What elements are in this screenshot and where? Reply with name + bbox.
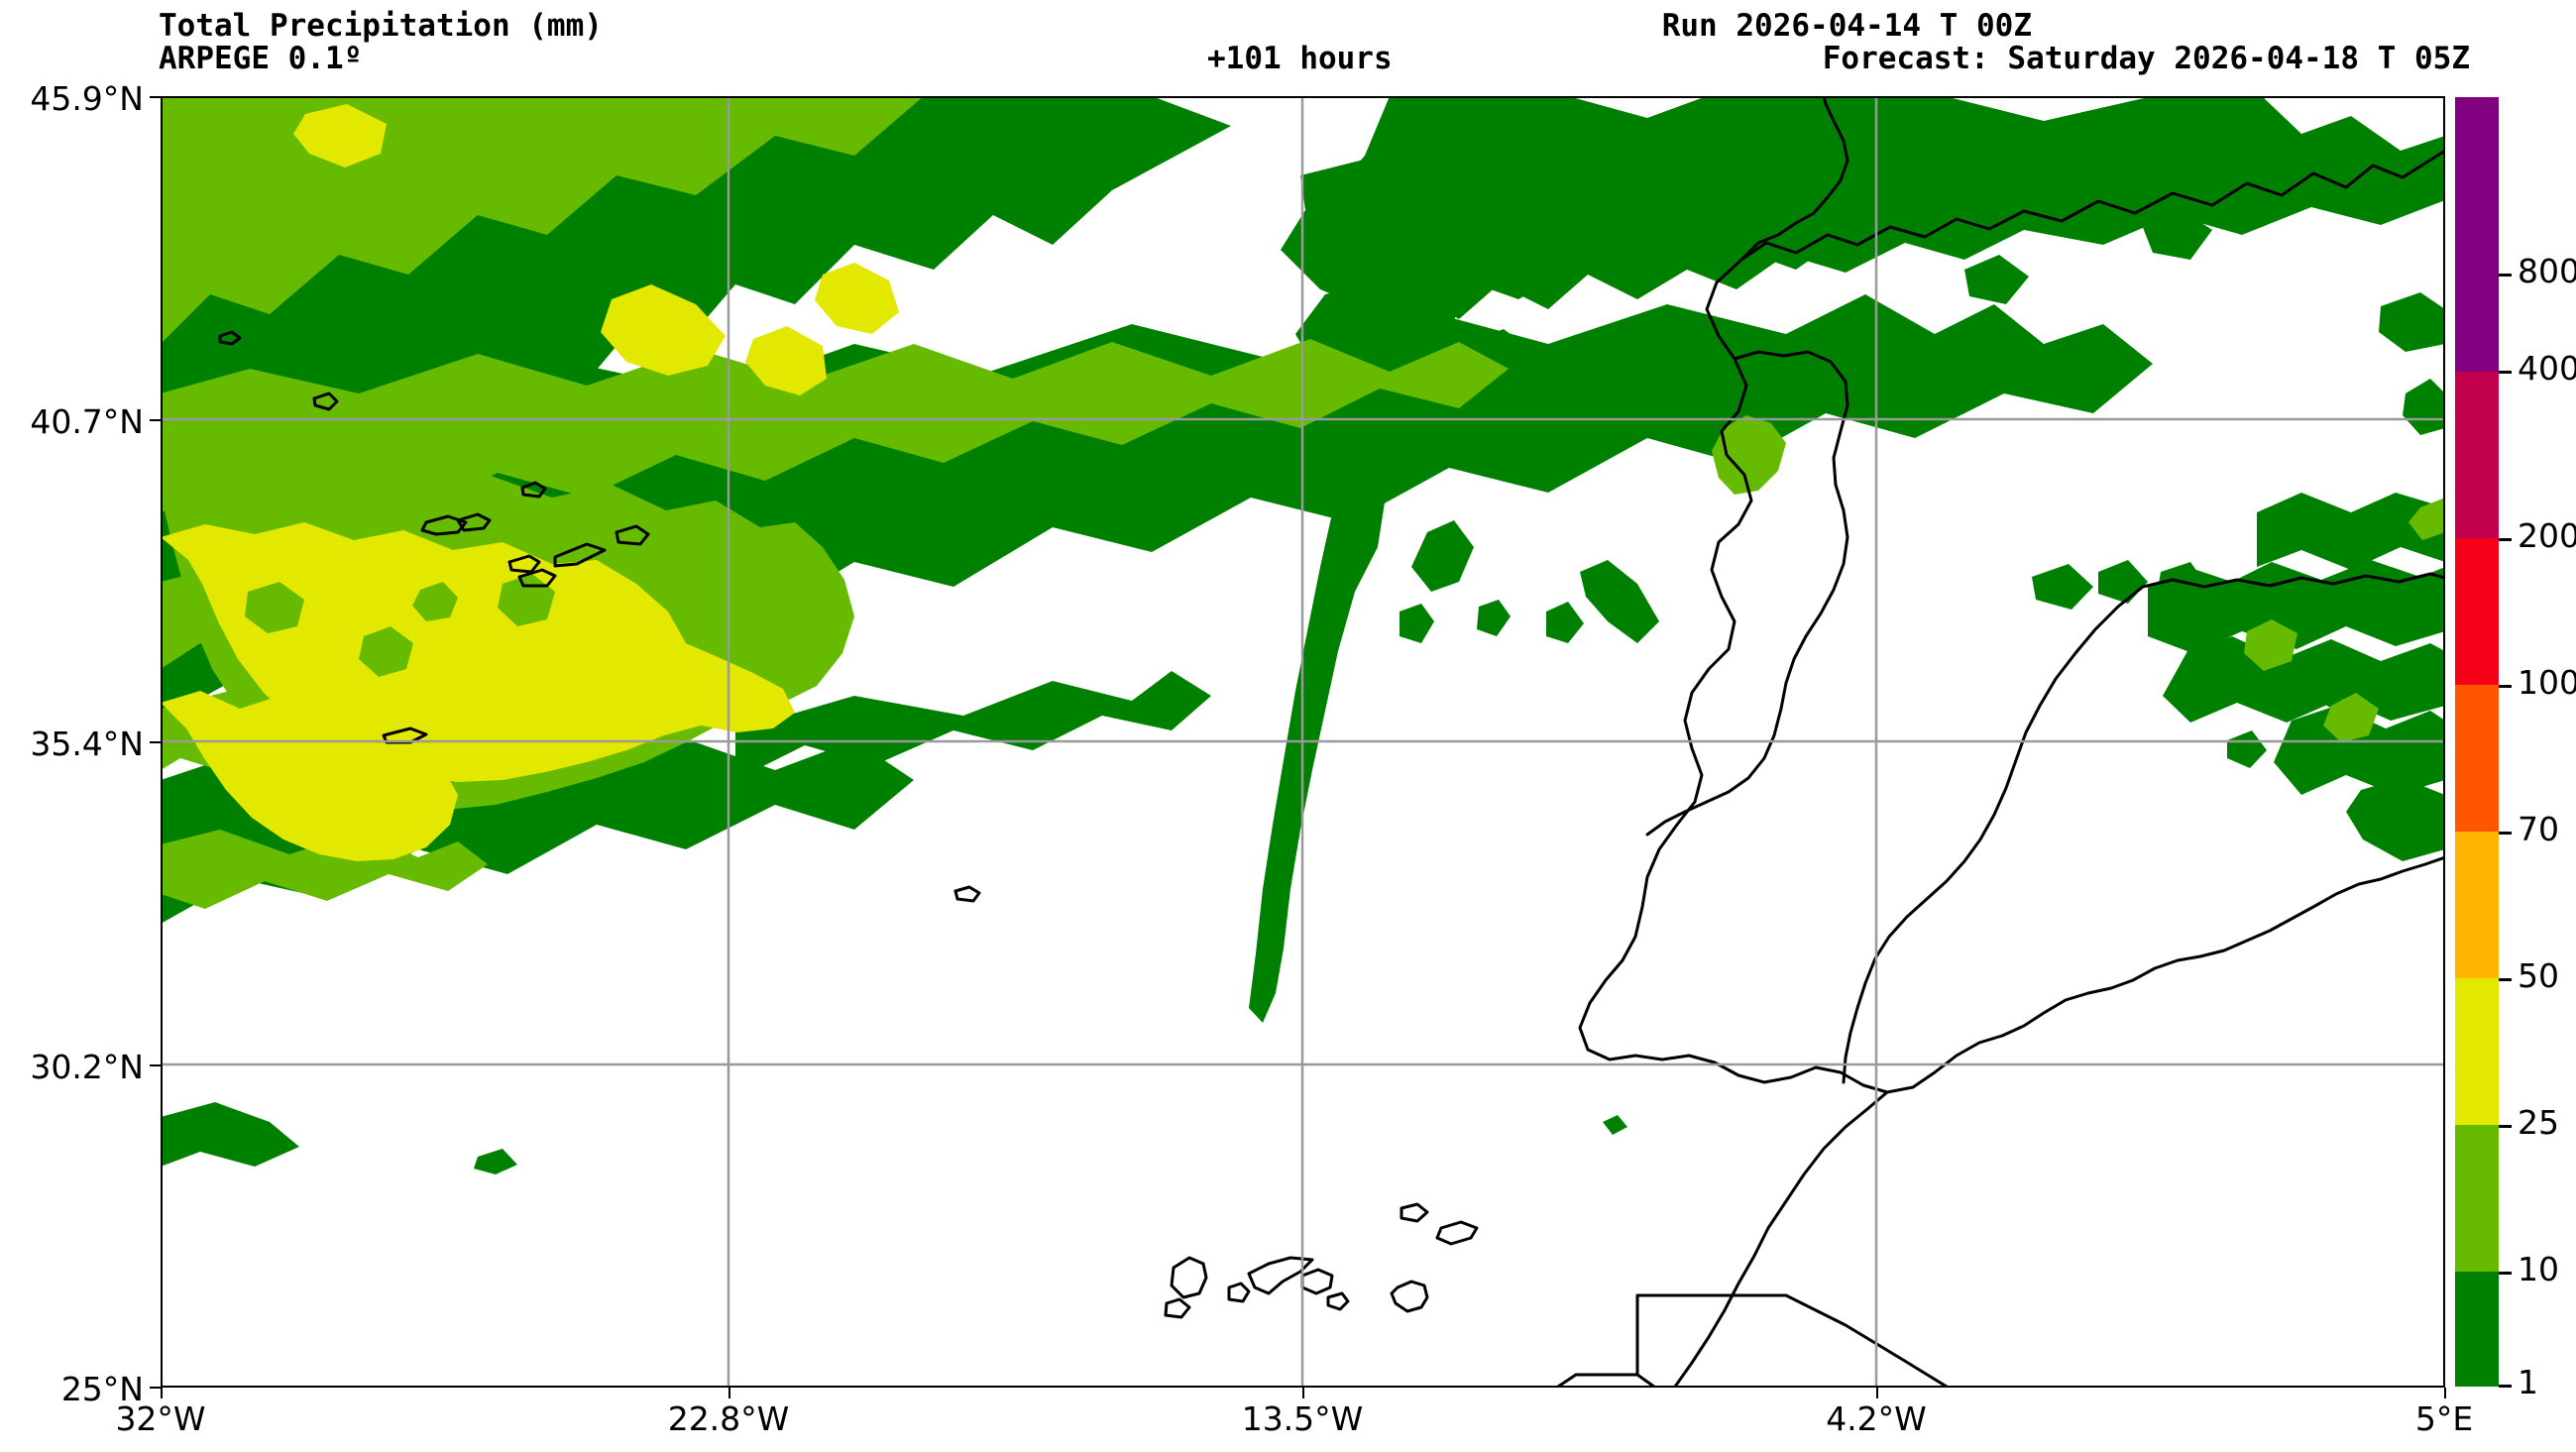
colorbar-tick-10: [2499, 1272, 2512, 1275]
precip-contour-layer: [161, 96, 2445, 1174]
precip-core-holes: [245, 574, 555, 677]
precipitation-map[interactable]: [161, 96, 2445, 1388]
y-tick-mark: [150, 1387, 161, 1389]
colorbar-label-100: 100: [2518, 663, 2576, 702]
y-tick-label-45-9: 45.9°N: [30, 79, 144, 118]
y-tick-label-25: 25°N: [60, 1370, 144, 1408]
colorbar-segment-100-200: [2455, 538, 2499, 685]
x-tick-mark: [161, 1388, 163, 1398]
y-tick-label-30-2: 30.2°N: [30, 1048, 144, 1086]
forecast-valid-time: Forecast: Saturday 2026-04-18 T 05Z: [1822, 41, 2470, 76]
model-label: ARPEGE 0.1º: [159, 41, 363, 76]
model-run-timestamp: Run 2026-04-14 T 00Z: [1661, 8, 2032, 44]
colorbar-label-70: 70: [2518, 810, 2559, 848]
precipitation-colorbar[interactable]: [2455, 97, 2499, 1387]
colorbar-segment-400-plus: [2455, 97, 2499, 372]
colorbar-label-400: 400: [2518, 349, 2576, 388]
header-bar: Total Precipitation (mm) ARPEGE 0.1º +10…: [0, 0, 2576, 96]
map-canvas: [161, 96, 2445, 1388]
colorbar-segment-200-400: [2455, 372, 2499, 538]
colorbar-label-50: 50: [2518, 956, 2559, 995]
x-tick-label-5e: 5°E: [2414, 1399, 2474, 1438]
x-tick-label-13-5w: 13.5°W: [1241, 1399, 1364, 1438]
colorbar-tick-25: [2499, 1125, 2512, 1128]
colorbar-label-10: 10: [2518, 1250, 2559, 1288]
colorbar-segment-50-70: [2455, 832, 2499, 978]
y-tick-mark: [150, 1064, 161, 1066]
x-tick-mark: [1876, 1388, 1878, 1398]
colorbar-tick-100: [2499, 685, 2512, 688]
y-tick-mark: [150, 419, 161, 421]
x-tick-label-4-2w: 4.2°W: [1826, 1399, 1927, 1438]
colorbar-tick-1: [2499, 1385, 2512, 1388]
colorbar-segment-70-100: [2455, 685, 2499, 832]
y-tick-mark: [150, 96, 161, 98]
colorbar-tick-200: [2499, 538, 2512, 541]
y-tick-mark: [150, 741, 161, 743]
y-tick-label-40-7: 40.7°N: [30, 402, 144, 441]
y-tick-label-35-4: 35.4°N: [30, 725, 144, 763]
colorbar-tick-400: [2499, 371, 2512, 374]
x-tick-mark: [728, 1388, 730, 1398]
x-tick-mark: [2444, 1388, 2446, 1398]
colorbar-segment-25-50: [2455, 978, 2499, 1125]
colorbar-segment-10-25: [2455, 1125, 2499, 1272]
colorbar-tick-50: [2499, 978, 2512, 981]
colorbar-label-200: 200: [2518, 516, 2576, 555]
x-tick-label-22-8w: 22.8°W: [667, 1399, 790, 1438]
colorbar-label-800: 800: [2518, 252, 2576, 290]
x-tick-label-32w: 32°W: [115, 1399, 206, 1438]
gridline-layer: [161, 96, 2445, 1388]
colorbar-label-25: 25: [2518, 1103, 2559, 1142]
x-tick-mark: [1302, 1388, 1304, 1398]
colorbar-tick-70: [2499, 832, 2512, 835]
colorbar-segment-1-10: [2455, 1272, 2499, 1387]
colorbar-label-1: 1: [2518, 1363, 2538, 1401]
colorbar-tick-800: [2499, 274, 2512, 277]
precip-band-25-50: [161, 104, 899, 861]
page-title: Total Precipitation (mm): [159, 8, 603, 44]
coastline-layer: [218, 96, 2445, 1388]
forecast-leadtime: +101 hours: [1207, 41, 1393, 76]
